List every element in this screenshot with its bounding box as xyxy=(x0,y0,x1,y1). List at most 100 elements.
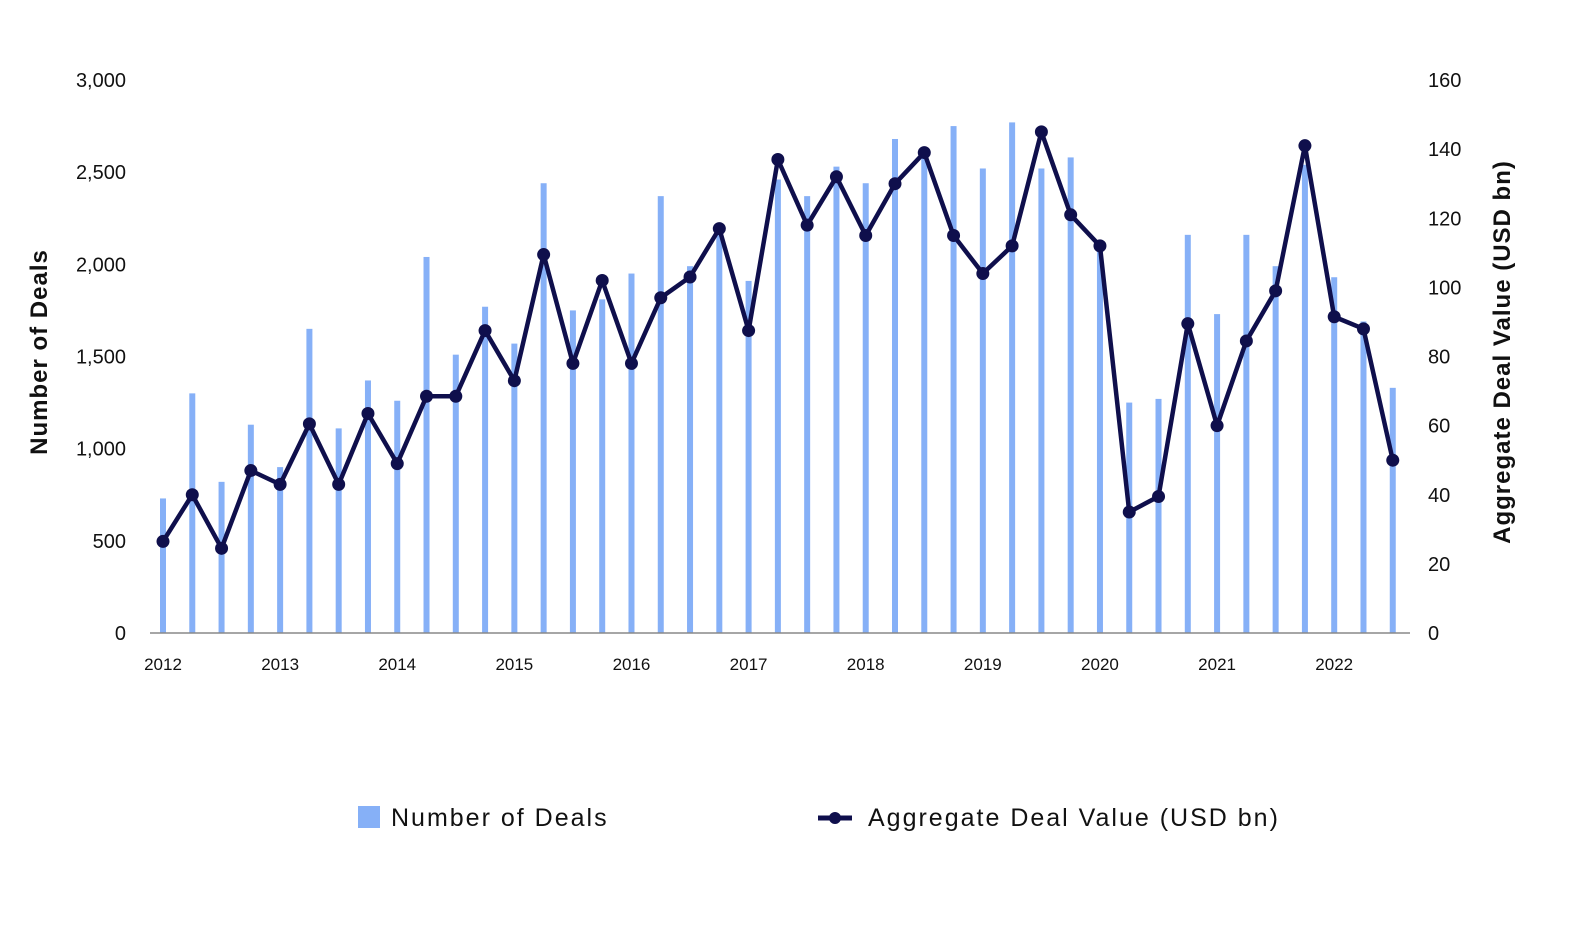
right-tick-label: 0 xyxy=(1428,623,1439,645)
point-2017-q3 xyxy=(800,218,814,232)
point-2021-q2 xyxy=(1239,334,1253,348)
bar-2018-q4 xyxy=(950,126,957,633)
point-2017-q2 xyxy=(771,152,785,166)
point-2013-q4 xyxy=(361,407,375,421)
bar-2017-q2 xyxy=(774,179,781,634)
point-2022-q2 xyxy=(1356,322,1370,336)
left-tick-label: 1,500 xyxy=(76,347,126,369)
point-2015-q4 xyxy=(595,273,609,287)
left-tick-label: 1,000 xyxy=(76,439,126,461)
right-axis-ticks: 0 20 40 60 80 100 120 140 160 xyxy=(1428,70,1461,645)
bar-2018-q1 xyxy=(862,183,869,634)
bar-2012-q4 xyxy=(247,424,254,633)
left-axis-ticks: 0 500 1,000 1,500 2,000 2,500 3,000 xyxy=(76,70,126,645)
legend-swatch-bar xyxy=(358,806,380,828)
point-2014-q1 xyxy=(390,457,404,471)
point-2015-q3 xyxy=(566,356,580,370)
x-tick-label: 2018 xyxy=(847,655,885,674)
point-2012-q3 xyxy=(215,541,229,555)
bar-2020-q1 xyxy=(1096,245,1103,633)
point-2014-q3 xyxy=(449,389,463,403)
point-2017-q4 xyxy=(829,170,843,184)
x-tick-label: 2019 xyxy=(964,655,1002,674)
point-2012-q1 xyxy=(156,534,170,548)
point-2021-q1 xyxy=(1210,419,1224,433)
point-2022-q1 xyxy=(1327,310,1341,324)
point-2018-q2 xyxy=(888,177,902,191)
bar-2015-q3 xyxy=(569,310,576,633)
left-tick-label: 2,000 xyxy=(76,254,126,276)
point-2021-q3 xyxy=(1269,284,1283,298)
point-2017-q1 xyxy=(742,324,756,338)
point-2012-q4 xyxy=(244,464,258,478)
bar-2019-q1 xyxy=(979,168,986,634)
bar-2014-q2 xyxy=(423,256,430,633)
right-tick-label: 120 xyxy=(1428,208,1461,230)
legend-swatch-marker xyxy=(829,812,841,824)
bar-2022-q1 xyxy=(1331,277,1338,633)
bar-2013-q2 xyxy=(306,328,313,633)
bar-2012-q3 xyxy=(218,481,225,633)
point-2013-q1 xyxy=(273,477,287,491)
bar-2017-q3 xyxy=(804,196,811,633)
point-2020-q2 xyxy=(1122,505,1136,519)
bar-2015-q2 xyxy=(540,183,547,634)
bar-2018-q2 xyxy=(892,138,898,634)
bar-2019-q4 xyxy=(1067,157,1074,634)
bar-2015-q4 xyxy=(599,299,606,633)
bar-series-number-of-deals xyxy=(160,122,1396,634)
bar-2019-q2 xyxy=(1009,122,1016,634)
point-2019-q2 xyxy=(1005,239,1019,253)
right-tick-label: 140 xyxy=(1428,139,1461,161)
bar-2016-q4 xyxy=(716,229,723,633)
bar-2020-q4 xyxy=(1184,234,1191,633)
point-2019-q4 xyxy=(1064,208,1078,222)
bar-2019-q3 xyxy=(1038,168,1045,634)
point-2018-q1 xyxy=(859,229,873,243)
point-2013-q2 xyxy=(302,417,316,431)
bar-2021-q3 xyxy=(1272,266,1279,633)
bar-2014-q4 xyxy=(482,306,489,633)
point-2015-q1 xyxy=(507,374,521,388)
point-2014-q4 xyxy=(478,324,492,338)
point-2016-q4 xyxy=(712,222,726,236)
point-2020-q4 xyxy=(1181,317,1195,331)
x-tick-label: 2021 xyxy=(1198,655,1236,674)
bar-2017-q1 xyxy=(745,280,752,633)
bar-2016-q1 xyxy=(628,273,635,633)
bar-2021-q1 xyxy=(1214,314,1221,633)
legend-label-aggregate-deal-value: Aggregate Deal Value (USD bn) xyxy=(868,804,1280,832)
x-tick-label: 2012 xyxy=(144,655,182,674)
point-2016-q2 xyxy=(654,291,668,305)
x-tick-label: 2013 xyxy=(261,655,299,674)
bar-2012-q2 xyxy=(189,393,196,633)
bar-2014-q3 xyxy=(452,354,459,633)
bar-2013-q3 xyxy=(335,428,342,633)
right-tick-label: 160 xyxy=(1428,70,1461,92)
bar-2017-q4 xyxy=(833,166,840,633)
point-2016-q1 xyxy=(624,356,638,370)
bar-2018-q3 xyxy=(921,155,928,633)
right-tick-label: 80 xyxy=(1428,347,1450,369)
left-tick-label: 0 xyxy=(115,623,126,645)
x-tick-label: 2014 xyxy=(378,655,416,674)
left-tick-label: 2,500 xyxy=(76,162,126,184)
bar-2015-q1 xyxy=(511,343,518,633)
legend-label-number-of-deals: Number of Deals xyxy=(391,804,609,832)
x-tick-label: 2022 xyxy=(1315,655,1353,674)
point-2016-q3 xyxy=(683,270,697,284)
point-2018-q3 xyxy=(917,146,931,160)
point-2015-q2 xyxy=(537,248,551,262)
bar-2016-q2 xyxy=(657,196,664,633)
x-tick-label: 2016 xyxy=(613,655,651,674)
x-tick-label: 2017 xyxy=(730,655,768,674)
x-axis-ticks: 2012 2013 2014 2015 2016 2017 2018 2019 2020 2021… xyxy=(144,655,1353,674)
right-tick-label: 20 xyxy=(1428,554,1450,576)
right-tick-label: 100 xyxy=(1428,277,1461,299)
bar-2020-q3 xyxy=(1155,398,1162,633)
right-tick-label: 40 xyxy=(1428,485,1450,507)
bar-2022-q3 xyxy=(1389,387,1396,633)
bar-2014-q1 xyxy=(394,400,401,633)
right-axis-title: Aggregate Deal Value (USD bn) xyxy=(1489,160,1516,544)
